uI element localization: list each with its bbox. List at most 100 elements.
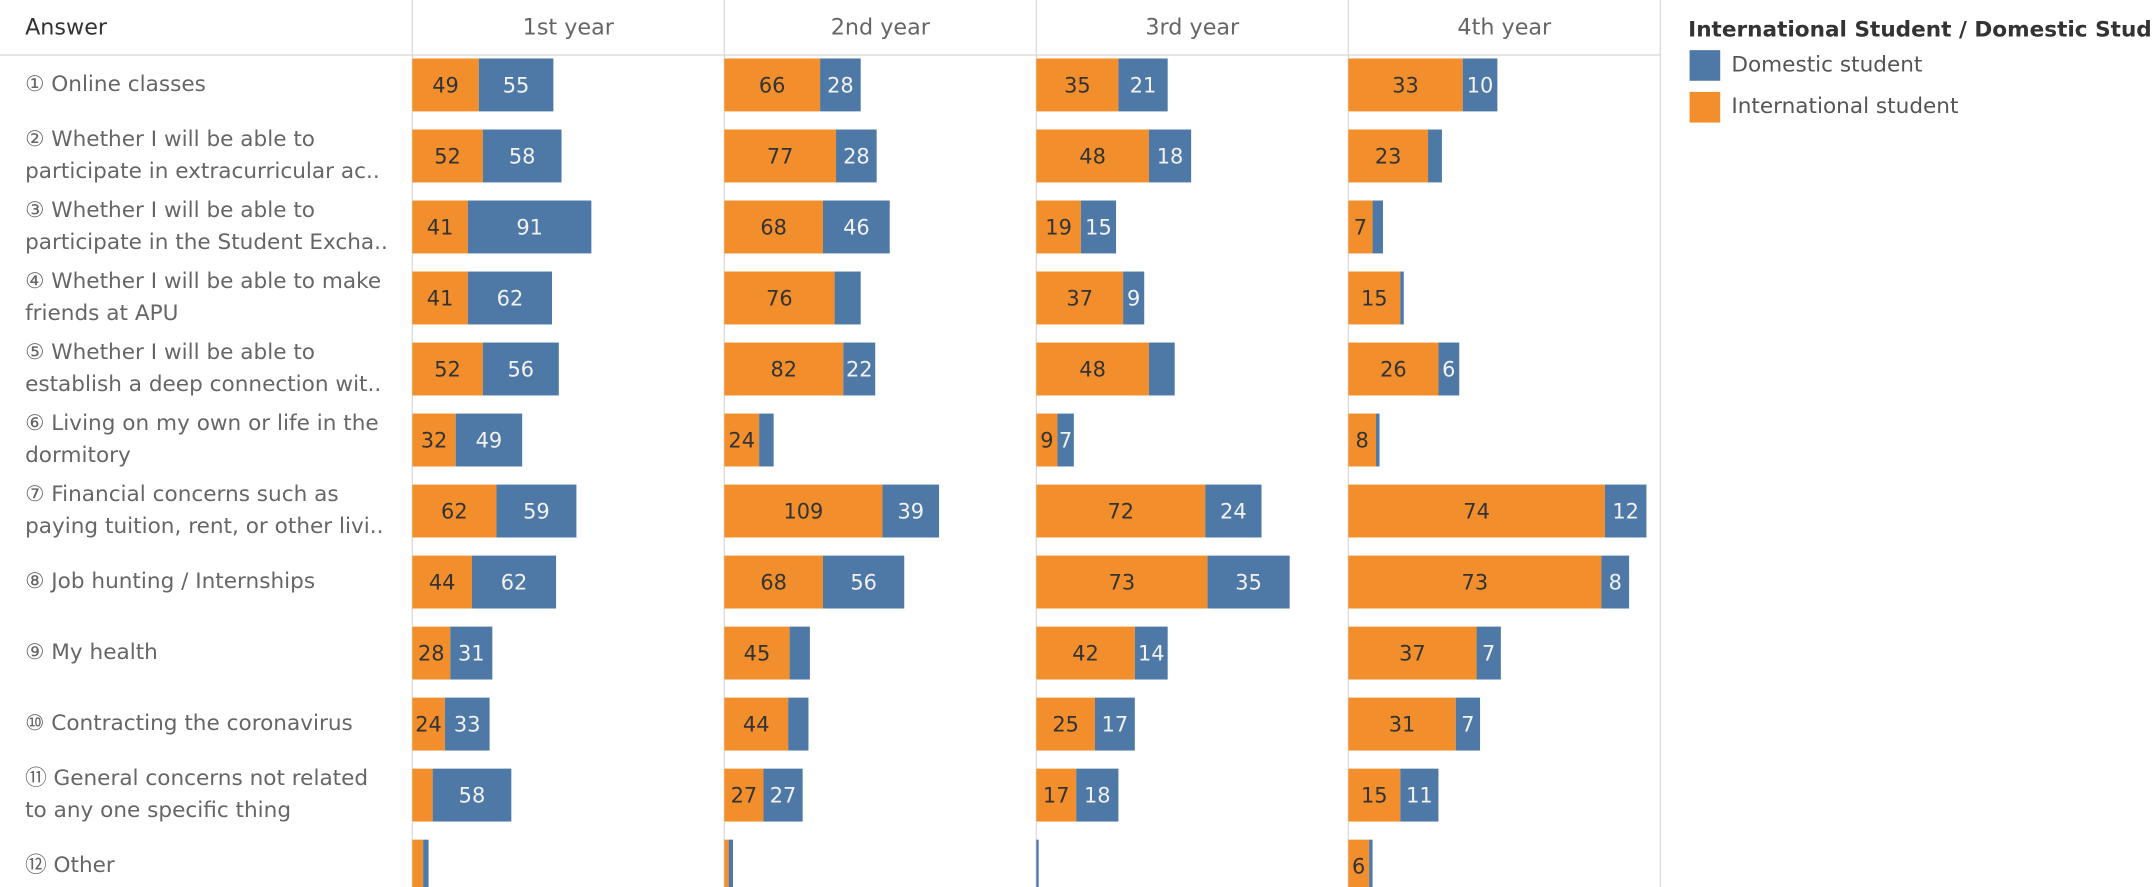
- bar-segment: [724, 484, 883, 538]
- data-label: 52: [434, 357, 461, 381]
- data-label: 15: [1361, 286, 1388, 310]
- bar-segment: [1036, 839, 1039, 887]
- category-label: ⑦ Financial concerns such as paying tuiti…: [25, 482, 383, 539]
- data-label: 77: [767, 144, 794, 168]
- bar-segment: [1348, 342, 1439, 396]
- data-label: 11: [1406, 783, 1433, 807]
- data-label: 45: [744, 641, 771, 665]
- category-label: ② Whether I will be able to participate i…: [25, 127, 380, 184]
- data-label: 27: [731, 783, 758, 807]
- bar-segment: [822, 555, 905, 609]
- bar-segment: [1080, 200, 1117, 254]
- bar-segment: [1148, 342, 1175, 396]
- bar-segment: [1036, 484, 1206, 538]
- data-label: 55: [503, 73, 530, 97]
- data-label: 46: [843, 215, 870, 239]
- data-label: 15: [1361, 783, 1388, 807]
- bar-segment: [444, 697, 490, 751]
- bar-segment: [1123, 271, 1145, 325]
- bar-segment: [724, 129, 837, 183]
- panel-title: 4th year: [1457, 14, 1552, 40]
- data-label: 7: [1482, 641, 1495, 665]
- bar-segment: [763, 768, 803, 822]
- data-label: 28: [827, 73, 854, 97]
- bar-segment: [1036, 271, 1124, 325]
- data-label: 73: [1462, 570, 1489, 594]
- category-label: ⑨ My health: [25, 640, 158, 665]
- bar-segment: [724, 839, 729, 887]
- bar-segment: [820, 58, 861, 112]
- data-label: 24: [415, 712, 442, 736]
- bar-segment: [1057, 413, 1074, 467]
- category-label: ⑩ Contracting the coronavirus: [25, 711, 353, 736]
- bar-segment: [1036, 697, 1095, 751]
- bar-segment: [1348, 555, 1602, 609]
- bar-segment: [1036, 768, 1077, 822]
- data-label: 7: [1354, 215, 1367, 239]
- data-label: 26: [1380, 357, 1407, 381]
- bar-segment: [412, 271, 468, 325]
- data-label: 37: [1399, 641, 1426, 665]
- bar-segment: [1604, 484, 1647, 538]
- data-label: 35: [1235, 570, 1262, 594]
- data-label: 37: [1066, 286, 1093, 310]
- bar-segment: [1348, 839, 1370, 887]
- legend-title: International Student / Domestic Student: [1688, 18, 2152, 43]
- bar-segment: [496, 484, 577, 538]
- bar-segment: [724, 413, 760, 467]
- bar-segment: [724, 555, 823, 609]
- bar-segment: [1400, 271, 1404, 325]
- bar-segment: [412, 129, 483, 183]
- data-label: 48: [1079, 144, 1106, 168]
- data-label: 24: [1220, 499, 1247, 523]
- data-label: 62: [441, 499, 468, 523]
- data-label: 12: [1612, 499, 1639, 523]
- bar-segment: [724, 342, 844, 396]
- data-label: 10: [1467, 73, 1494, 97]
- bar-segment: [455, 413, 523, 467]
- bar-segment: [1205, 484, 1262, 538]
- bar-segment: [724, 200, 823, 254]
- bar-segment: [412, 58, 479, 112]
- bar-segment: [1207, 555, 1290, 609]
- category-label: ⑤ Whether I will be able to establish a d…: [25, 340, 381, 397]
- bar-segment: [412, 342, 483, 396]
- data-label: 6: [1442, 357, 1455, 381]
- data-label: 31: [1389, 712, 1416, 736]
- data-label: 18: [1084, 783, 1111, 807]
- bar-segment: [423, 839, 429, 887]
- legend-swatch: [1689, 91, 1721, 123]
- bar-segment: [1036, 555, 1208, 609]
- bar-segment: [412, 555, 472, 609]
- bar-segment: [467, 271, 553, 325]
- data-label: 31: [458, 641, 485, 665]
- data-label: 28: [418, 641, 445, 665]
- data-label: 9: [1127, 286, 1140, 310]
- category-label: ⑧ Job hunting / Internships: [25, 569, 315, 594]
- bar-segment: [1036, 626, 1135, 680]
- bar-segment: [482, 129, 562, 183]
- bar-segment: [836, 129, 877, 183]
- bar-segment: [789, 626, 810, 680]
- legend-label: International student: [1731, 94, 1958, 119]
- bar-segment: [1400, 768, 1439, 822]
- data-label: 27: [770, 783, 797, 807]
- bar-segment: [1036, 342, 1149, 396]
- bar-segment: [1348, 200, 1373, 254]
- category-label: ① Online classes: [25, 72, 206, 97]
- data-label: 22: [846, 357, 873, 381]
- data-label: 44: [743, 712, 770, 736]
- data-label: 56: [508, 357, 535, 381]
- legend-swatch: [1689, 50, 1721, 81]
- data-label: 62: [501, 570, 528, 594]
- bar-segment: [1348, 626, 1477, 680]
- data-label: 39: [897, 499, 924, 523]
- data-label: 6: [1352, 855, 1365, 879]
- data-label: 14: [1138, 641, 1165, 665]
- data-label: 21: [1130, 73, 1157, 97]
- data-label: 74: [1463, 499, 1490, 523]
- panel-title: 1st year: [523, 14, 615, 40]
- bar-segment: [1455, 697, 1481, 751]
